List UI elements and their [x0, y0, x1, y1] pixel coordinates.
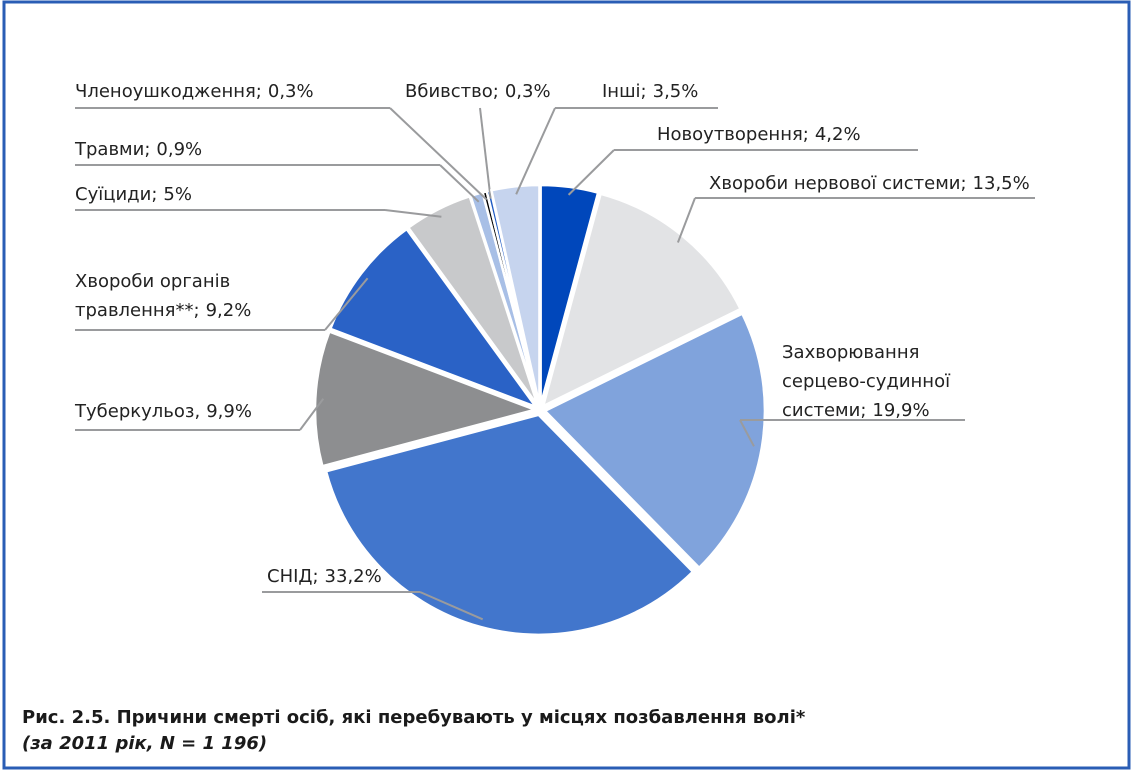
leader-line [676, 197, 1035, 243]
slice-label: Травми; [74, 139, 150, 160]
slice-label-line: СНІД; [267, 566, 319, 587]
slice-label-line: Вбивство; [405, 81, 499, 102]
value-label: 13,5% [973, 173, 1030, 194]
slice-label: Туберкульоз, [74, 401, 200, 422]
pie-slice [313, 329, 540, 468]
value-label: 19,9% [872, 400, 929, 421]
value-label: 0,9% [156, 139, 202, 160]
slice-label-line: травлення**; [75, 300, 200, 321]
slice-label-line: Інші; [602, 81, 647, 102]
pie-slice [542, 311, 767, 570]
value-label: 0,3% [505, 81, 551, 102]
slice-label: СНІД; [267, 566, 319, 587]
leader-line [567, 149, 918, 196]
leader-line [515, 107, 718, 195]
slice-label-line: Захворювання [782, 342, 919, 363]
value-label: 9,9% [206, 401, 252, 422]
leader-line [75, 209, 442, 218]
slice-label: Хвороби органів травлення**; [75, 271, 230, 321]
slice-label: Хвороби нервової системи; [709, 173, 967, 194]
leader-line [739, 419, 965, 447]
slice-label-line: Членоушкодження; [75, 81, 262, 102]
leader-line [75, 277, 369, 331]
slice-label: Вбивство; [405, 81, 499, 102]
slice-label-line: Травми; [74, 139, 150, 160]
value-label: 3,5% [653, 81, 699, 102]
slice-label-line: Суїциди; [75, 184, 157, 205]
value-label: 5% [163, 184, 192, 205]
chart-title: Рис. 2.5. Причини смерті осіб, які переб… [22, 707, 806, 728]
value-label: 33,2% [325, 566, 382, 587]
slice-label-line: Хвороби органів [75, 271, 230, 292]
chart-subtitle: (за 2011 рік, N = 1 196) [22, 733, 267, 754]
value-label: 4,2% [815, 124, 861, 145]
slice-label-line: Хвороби нервової системи; [709, 173, 967, 194]
slice-label: Суїциди; [75, 184, 157, 205]
pie-slice [489, 183, 541, 406]
slice-label-line: системи; [782, 400, 866, 421]
slice-label: Інші; [602, 81, 647, 102]
slice-label-line: серцево-судинної [782, 371, 951, 392]
slice-label: Новоутворення; [657, 124, 809, 145]
leader-line [75, 107, 488, 201]
value-label: 0,3% [268, 81, 314, 102]
leader-line [262, 591, 484, 621]
slice-label-line: Новоутворення; [657, 124, 809, 145]
slice-label: Захворювання серцево-судинної системи; [782, 342, 951, 421]
leader-line [75, 398, 325, 431]
leader-line [75, 164, 480, 203]
pie-slice [328, 227, 540, 410]
leader-line [479, 107, 492, 199]
pie-slice [324, 413, 695, 637]
slice-label-line: Туберкульоз, [74, 401, 200, 422]
pie-slice [541, 192, 743, 409]
slice-label: Членоушкодження; [75, 81, 262, 102]
value-label: 9,2% [206, 300, 252, 321]
